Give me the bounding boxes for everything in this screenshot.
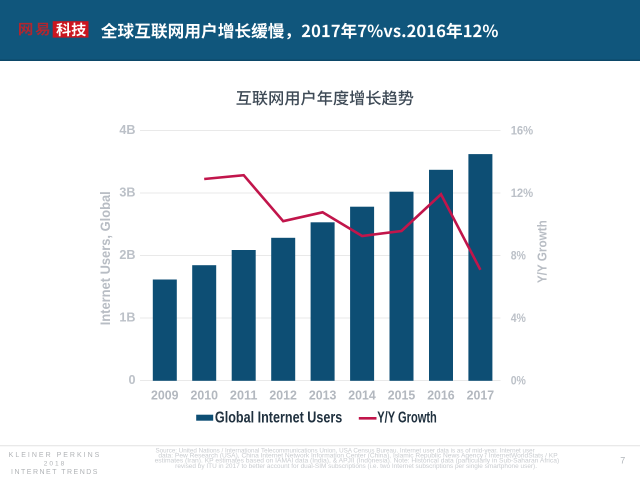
svg-text:Global Internet Users: Global Internet Users [215,409,342,426]
svg-text:2011: 2011 [230,389,258,403]
svg-text:0: 0 [128,373,135,387]
svg-text:KLEINER PERKINS: KLEINER PERKINS [9,452,102,459]
svg-text:2018: 2018 [44,461,66,468]
svg-text:2B: 2B [119,248,135,262]
svg-text:2009: 2009 [151,389,179,403]
svg-text:2010: 2010 [191,389,219,403]
svg-text:3B: 3B [119,186,135,200]
svg-text:2016: 2016 [427,389,455,403]
svg-text:4%: 4% [511,311,526,325]
svg-text:12%: 12% [511,186,534,200]
svg-text:estimates (Iran). KP estimates: estimates (Iran). KP estimates based on … [155,458,560,465]
svg-text:INTERNET TRENDS: INTERNET TRENDS [11,469,99,476]
svg-text:7: 7 [620,456,625,466]
svg-text:2012: 2012 [269,389,297,403]
svg-text:16%: 16% [511,124,534,138]
svg-text:2013: 2013 [309,389,337,403]
svg-text:Source: United Nations / Inter: Source: United Nations / International T… [156,447,535,454]
svg-text:2014: 2014 [348,389,376,403]
svg-text:Y/Y Growth: Y/Y Growth [377,409,437,426]
svg-text:2017: 2017 [467,389,495,403]
svg-text:data: Pew Research (USA), Chin: data: Pew Research (USA), China Internet… [158,453,557,460]
svg-text:2015: 2015 [388,389,416,403]
svg-text:1B: 1B [119,311,135,325]
svg-text:Y/Y Growth: Y/Y Growth [535,220,550,283]
svg-text:revised by ITU in 2017 to bett: revised by ITU in 2017 to better account… [175,463,537,470]
svg-text:0%: 0% [511,374,526,388]
svg-text:Internet Users, Global: Internet Users, Global [98,191,113,325]
svg-text:4B: 4B [119,123,135,137]
svg-text:8%: 8% [511,249,526,263]
